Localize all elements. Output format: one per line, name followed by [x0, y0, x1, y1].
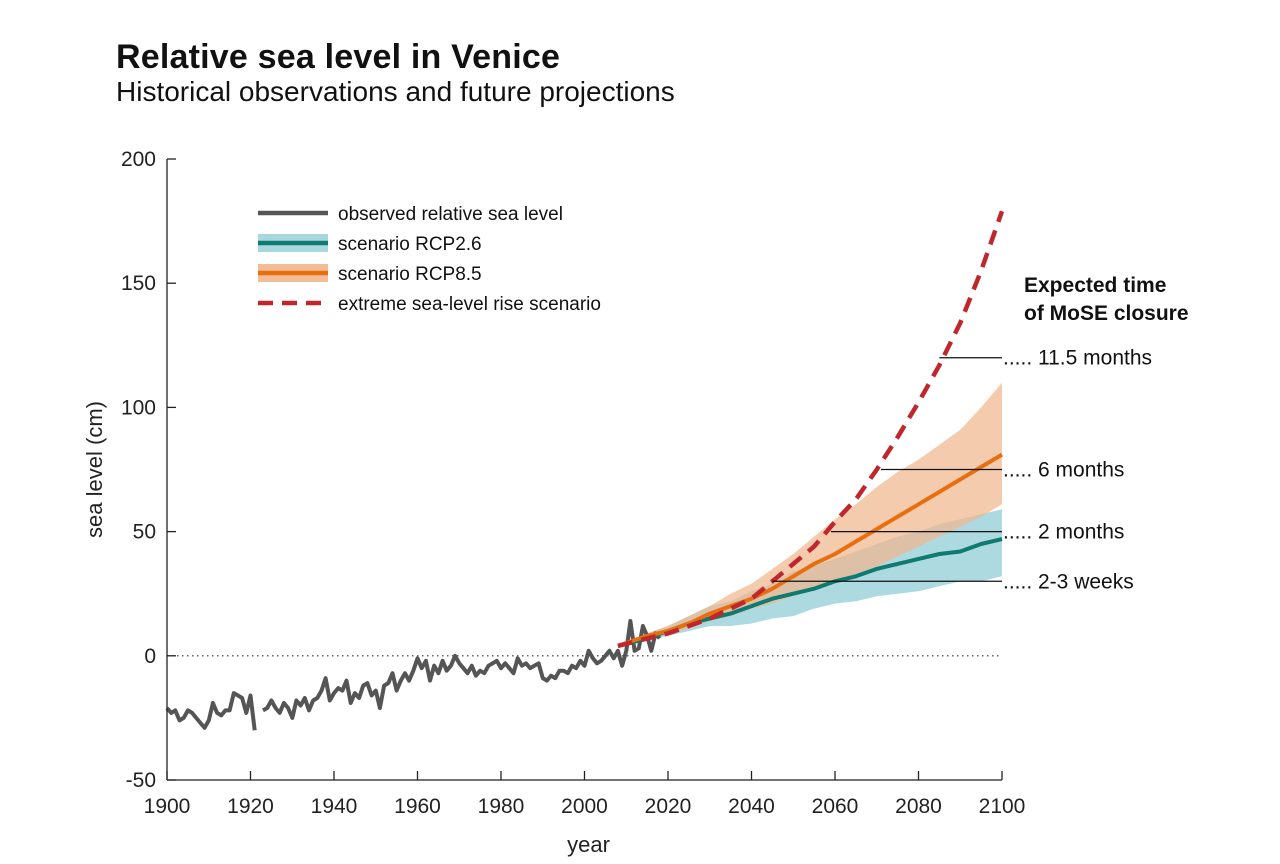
x-tick-label: 1900 [144, 795, 191, 818]
chart-subtitle: Historical observations and future proje… [116, 76, 675, 107]
x-tick-label: 1980 [478, 795, 525, 818]
y-tick-label: 100 [121, 396, 156, 419]
x-tick-label: 2100 [979, 795, 1026, 818]
legend-label: scenario RCP2.6 [338, 234, 482, 255]
x-tick-label: 1960 [394, 795, 441, 818]
rcp85-band [617, 382, 1002, 646]
extreme-scenario-line [617, 210, 1005, 649]
closure-time-label: ..... 2 months [1003, 521, 1124, 544]
closure-time-label: ..... 11.5 months [1003, 347, 1152, 370]
y-tick-label: 200 [121, 148, 156, 171]
annotation-heading: of MoSE closure [1024, 302, 1189, 325]
rcp85-line [617, 452, 1004, 648]
x-tick-label: 2040 [728, 795, 775, 818]
y-tick-label: -50 [126, 769, 156, 792]
chart-title: Relative sea level in Venice [116, 38, 561, 76]
closure-time-label: ..... 6 months [1003, 459, 1124, 482]
annotation-heading: Expected time [1024, 274, 1166, 297]
observed-sea-level-line [262, 619, 662, 720]
y-axis-label: sea level (cm) [82, 401, 107, 538]
x-tick-label: 1940 [311, 795, 358, 818]
x-tick-label: 2080 [895, 795, 942, 818]
x-tick-label: 1920 [227, 795, 274, 818]
legend-label: observed relative sea level [338, 204, 563, 225]
legend-label: scenario RCP8.5 [338, 264, 482, 285]
closure-time-label: ..... 2-3 weeks [1003, 570, 1134, 593]
observed-sea-level-line [165, 691, 257, 731]
x-tick-label: 2060 [812, 795, 859, 818]
x-tick-label: 2000 [561, 795, 608, 818]
x-axis-label: year [567, 832, 610, 857]
x-tick-label: 2020 [645, 795, 692, 818]
y-tick-label: 150 [121, 272, 156, 295]
y-tick-label: 50 [133, 521, 156, 544]
y-tick-label: 0 [144, 645, 156, 668]
legend-label: extreme sea-level rise scenario [338, 294, 601, 315]
